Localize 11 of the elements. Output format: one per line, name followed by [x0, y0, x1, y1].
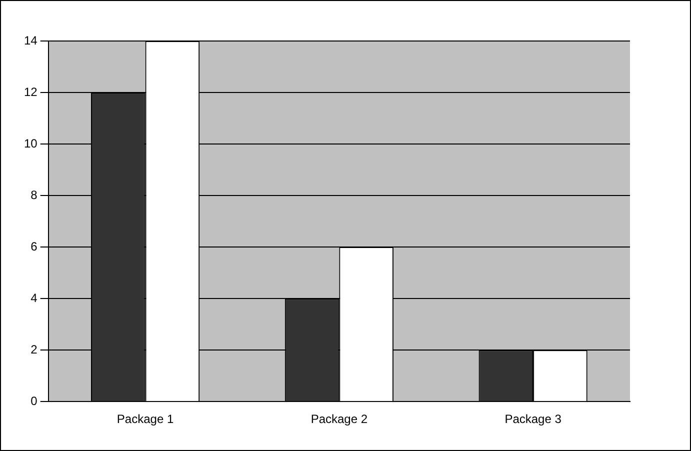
x-tick-label: Package 3	[504, 412, 562, 426]
y-tick-label: 14	[24, 33, 38, 48]
x-tick-label: Package 2	[310, 412, 368, 426]
y-tick-label: 2	[30, 342, 38, 356]
y-tick-label: 10	[24, 136, 38, 150]
x-tick-label: Package 1	[116, 412, 174, 426]
y-tick-label: 6	[30, 239, 38, 254]
y-tick-label: 8	[30, 188, 38, 202]
y-tick-label: 0	[30, 394, 38, 408]
y-tick-label: 12	[24, 84, 38, 99]
y-tick-label: 4	[30, 290, 38, 305]
